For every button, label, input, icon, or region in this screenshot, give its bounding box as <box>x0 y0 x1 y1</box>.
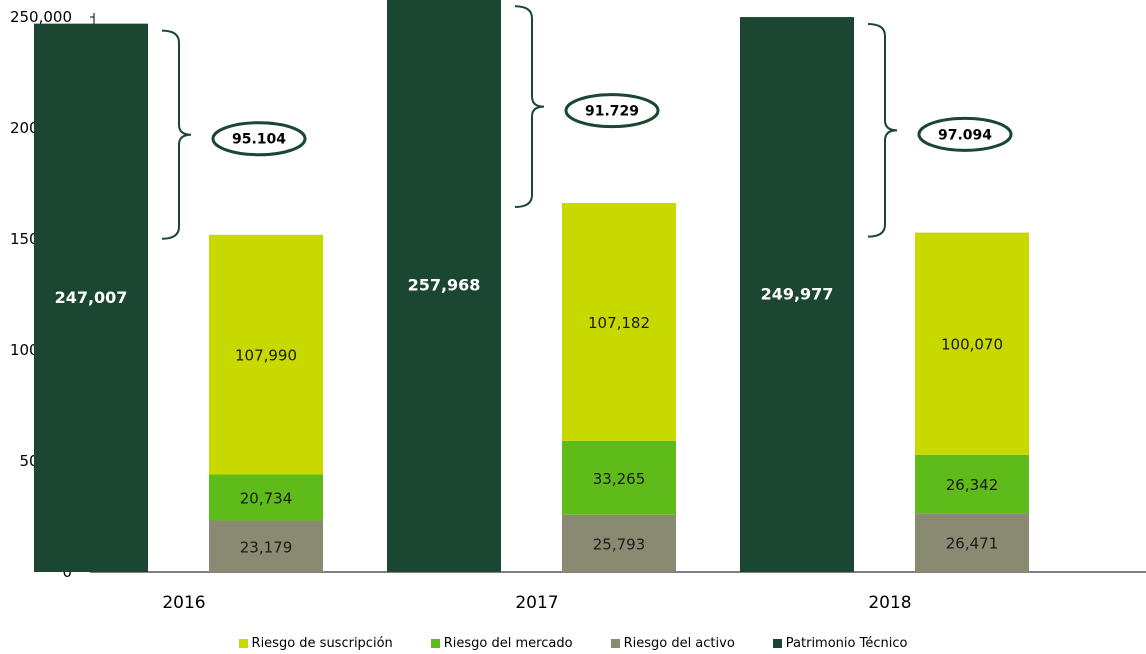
data-label-riesgo-suscripcion: 107,990 <box>235 347 297 365</box>
bar-patrimonio-tecnico <box>740 17 854 572</box>
bar-riesgo-activo <box>915 513 1029 572</box>
bracket-brace <box>514 5 545 208</box>
data-label-riesgo-suscripcion: 100,070 <box>941 336 1003 354</box>
annotation-value: 95.104 <box>232 132 286 148</box>
legend-label-patrimonio-tecnico: Patrimonio Técnico <box>785 636 908 651</box>
data-label-riesgo-activo: 26,471 <box>946 535 999 553</box>
data-label-riesgo-mercado: 33,265 <box>593 470 646 488</box>
data-label-riesgo-mercado: 20,734 <box>240 490 293 508</box>
annotation-value: 97.094 <box>938 127 992 143</box>
data-label-patrimonio-tecnico: 247,007 <box>55 288 128 307</box>
bracket-brace <box>161 29 192 240</box>
legend: Riesgo de suscripción Riesgo del mercado… <box>0 636 1146 651</box>
x-category-label: 2017 <box>515 593 558 613</box>
legend-label-riesgo-mercado: Riesgo del mercado <box>443 636 573 651</box>
legend-swatch-riesgo-suscripcion <box>238 639 248 648</box>
annotation-value: 91.729 <box>585 104 639 120</box>
x-category-label: 2018 <box>868 593 911 613</box>
x-category-label: 2016 <box>162 593 205 613</box>
bar-riesgo-suscripcion <box>562 202 676 441</box>
bar-riesgo-mercado <box>562 440 676 515</box>
legend-label-riesgo-activo: Riesgo del activo <box>623 636 735 651</box>
legend-swatch-patrimonio-tecnico <box>772 639 782 648</box>
legend-swatch-riesgo-activo <box>610 639 620 648</box>
annotation-ellipse <box>564 93 660 129</box>
data-label-patrimonio-tecnico: 257,968 <box>408 276 481 295</box>
data-label-riesgo-suscripcion: 107,182 <box>588 314 650 332</box>
y-tick-label: 250,000 <box>10 8 72 26</box>
bar-riesgo-activo <box>562 514 676 572</box>
bar-patrimonio-tecnico <box>387 0 501 573</box>
annotation-ellipse <box>211 121 307 157</box>
bar-riesgo-suscripcion <box>209 234 323 475</box>
legend-swatch-riesgo-mercado <box>430 639 440 648</box>
bar-riesgo-suscripcion <box>915 232 1029 455</box>
legend-item-riesgo-activo: Riesgo del activo <box>610 636 735 651</box>
annotation-ellipse <box>917 116 1013 152</box>
data-label-riesgo-activo: 25,793 <box>593 535 646 553</box>
legend-item-patrimonio-tecnico: Patrimonio Técnico <box>772 636 908 651</box>
bar-riesgo-mercado <box>915 454 1029 514</box>
legend-item-riesgo-mercado: Riesgo del mercado <box>430 636 573 651</box>
legend-label-riesgo-suscripcion: Riesgo de suscripción <box>251 636 393 651</box>
data-label-patrimonio-tecnico: 249,977 <box>761 285 834 304</box>
data-label-riesgo-mercado: 26,342 <box>946 476 999 494</box>
data-label-riesgo-activo: 23,179 <box>240 538 293 556</box>
bracket-brace <box>867 23 898 238</box>
bar-riesgo-mercado <box>209 474 323 521</box>
bar-riesgo-activo <box>209 520 323 572</box>
bar-patrimonio-tecnico <box>34 23 148 572</box>
legend-item-riesgo-suscripcion: Riesgo de suscripción <box>238 636 393 651</box>
